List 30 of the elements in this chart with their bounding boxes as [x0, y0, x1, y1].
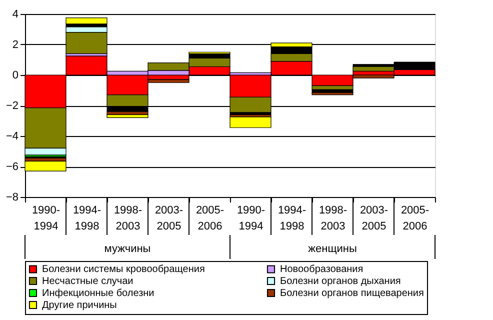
x-tick-label: 1998-2003	[114, 204, 142, 232]
bar	[312, 92, 354, 96]
legend-label: Другие причины	[42, 300, 117, 311]
y-tick-label: −2	[6, 100, 18, 112]
legend-label: Болезни органов дыхания	[280, 276, 401, 287]
y-tick-label: −8	[6, 192, 18, 204]
legend-label: Болезни органов пищеварения	[280, 288, 424, 299]
text: мужчины	[104, 243, 151, 255]
x-tick-label: 1994-1998	[72, 204, 102, 232]
x-tick-label: 2003-2005	[360, 204, 388, 232]
bar	[230, 116, 272, 128]
x-tick-label: 2005-2006	[196, 204, 224, 232]
x-tick-label: 1998-2003	[318, 204, 348, 232]
y-tick-label: 0	[12, 70, 18, 82]
x-tick-label: 1994-1998	[278, 204, 306, 232]
text: женщины	[308, 243, 357, 255]
y-tick-label: −4	[6, 130, 18, 142]
x-tick-label: 2005-2006	[400, 204, 430, 232]
bar	[106, 114, 148, 118]
x-tick-label: 1990-1994	[32, 204, 60, 232]
y-tick-label: 2	[12, 39, 18, 51]
legend-label: Болезни системы кровообращения	[42, 264, 205, 276]
legend-label: Инфекционные болезни	[42, 288, 154, 299]
bar	[66, 18, 108, 24]
x-tick-label: 1990-1994	[236, 204, 266, 232]
legend-label: Несчастные случаи	[42, 276, 134, 287]
y-tick-label: −6	[6, 161, 18, 173]
x-tick-label: 2003-2005	[154, 204, 184, 232]
legend-label: Новообразования	[280, 264, 364, 276]
y-tick-label: 4	[12, 8, 18, 20]
